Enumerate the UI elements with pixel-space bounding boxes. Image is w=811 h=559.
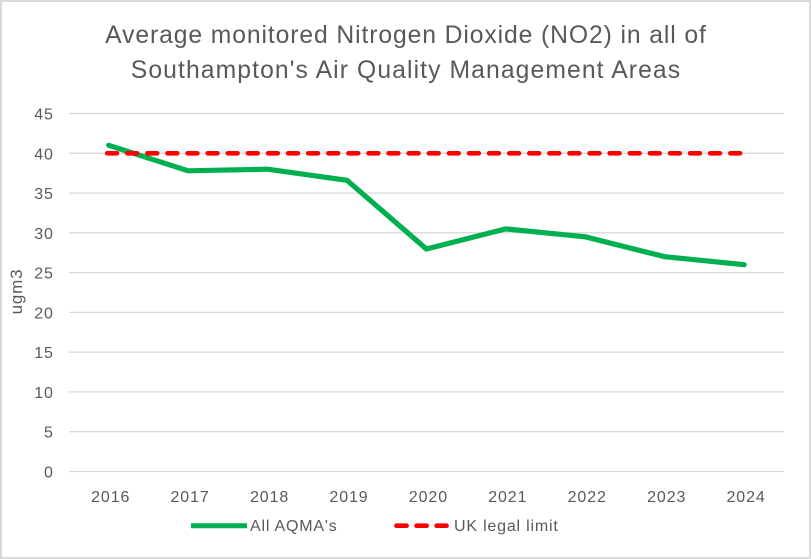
svg-text:20: 20 bbox=[34, 305, 54, 322]
svg-text:2016: 2016 bbox=[91, 489, 130, 506]
svg-text:15: 15 bbox=[34, 345, 54, 362]
svg-text:2024: 2024 bbox=[726, 489, 765, 506]
svg-text:2022: 2022 bbox=[568, 489, 607, 506]
svg-text:2020: 2020 bbox=[409, 489, 448, 506]
svg-text:UK legal limit: UK legal limit bbox=[454, 518, 559, 535]
svg-text:ugm3: ugm3 bbox=[7, 269, 26, 315]
svg-text:25: 25 bbox=[34, 266, 54, 283]
svg-text:45: 45 bbox=[34, 107, 54, 124]
svg-text:35: 35 bbox=[34, 186, 54, 203]
svg-text:2017: 2017 bbox=[170, 489, 209, 506]
svg-text:40: 40 bbox=[34, 146, 54, 163]
svg-text:5: 5 bbox=[44, 425, 54, 442]
svg-text:Average monitored Nitrogen Dio: Average monitored Nitrogen Dioxide (NO2)… bbox=[105, 22, 707, 49]
svg-text:2018: 2018 bbox=[250, 489, 289, 506]
svg-text:2023: 2023 bbox=[647, 489, 686, 506]
svg-text:30: 30 bbox=[34, 226, 54, 243]
svg-text:2019: 2019 bbox=[329, 489, 368, 506]
svg-text:2021: 2021 bbox=[488, 489, 527, 506]
svg-text:0: 0 bbox=[44, 465, 54, 482]
svg-text:Southampton's Air Quality Mana: Southampton's Air Quality Management Are… bbox=[131, 57, 681, 84]
svg-text:10: 10 bbox=[34, 385, 54, 402]
svg-text:All AQMA's: All AQMA's bbox=[250, 518, 338, 535]
